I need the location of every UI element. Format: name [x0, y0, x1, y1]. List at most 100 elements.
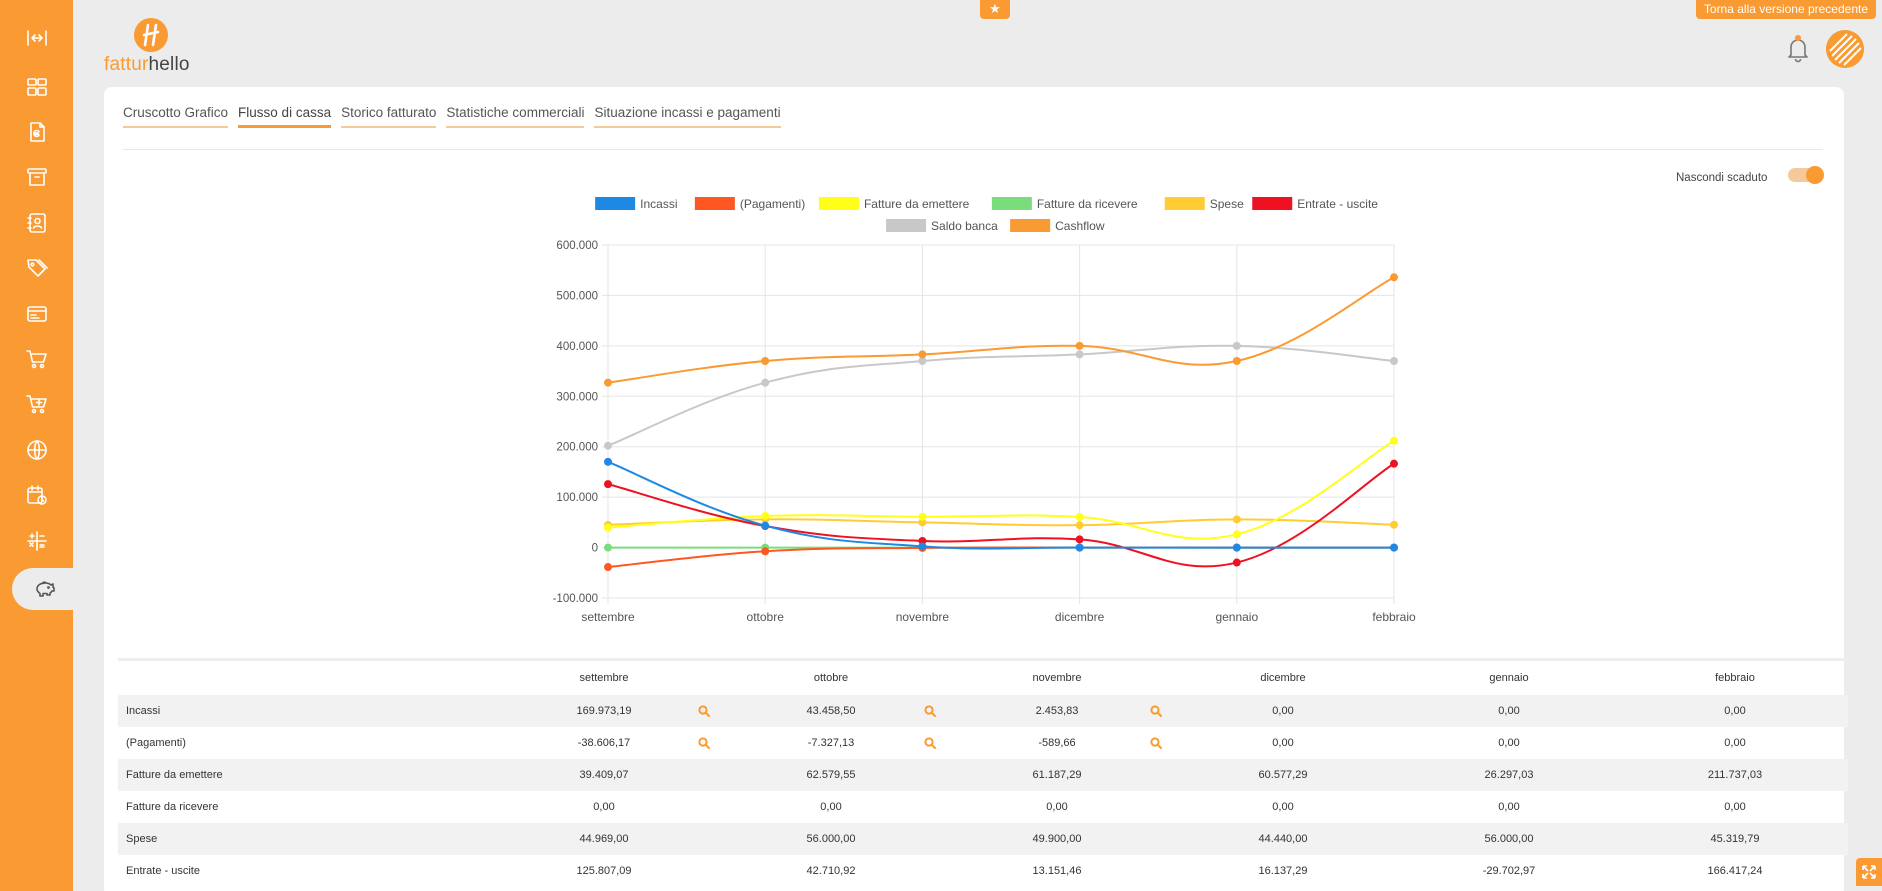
search-icon[interactable] — [922, 727, 938, 759]
tab-storico-fatturato[interactable]: Storico fatturato — [341, 105, 437, 128]
table-cell: 61.187,29 — [1032, 769, 1082, 781]
legend-swatch — [1164, 197, 1205, 210]
legend-swatch — [1252, 197, 1293, 210]
table-cell: 2.453,83 — [1035, 705, 1079, 717]
data-point-incassi — [1232, 543, 1241, 552]
search-icon[interactable] — [696, 727, 712, 759]
hide-overdue-label: Nascondi scaduto — [1676, 172, 1768, 184]
legend-swatch — [886, 219, 927, 232]
search-icon[interactable] — [922, 695, 938, 727]
table-cell: 45.319,79 — [1710, 833, 1760, 845]
data-point-fatture-da-emettere — [918, 512, 927, 521]
column-header: febbraio — [1715, 672, 1755, 684]
legend-label: Incassi — [640, 197, 677, 211]
table-row: Fatture da emettere 39.409,07 62.579,55 61.… — [118, 759, 1848, 791]
calculator-icon[interactable] — [0, 521, 73, 561]
tab-cruscotto-grafico[interactable]: Cruscotto Grafico — [123, 105, 229, 128]
data-point-saldo-banca — [1390, 356, 1398, 365]
data-point-fatture-da-emettere — [1075, 513, 1084, 522]
legend-swatch — [595, 197, 636, 210]
table-cell: 0,00 — [1498, 705, 1520, 717]
table-cell: 16.137,29 — [1258, 865, 1308, 877]
tabs-divider — [123, 149, 1823, 150]
table-cell: 44.440,00 — [1258, 833, 1308, 845]
data-point-pagamenti — [761, 547, 770, 556]
legend-label: (Pagamenti) — [740, 197, 805, 211]
table-cell: 49.900,00 — [1032, 833, 1082, 845]
globe-icon[interactable] — [0, 430, 73, 470]
previous-version-button[interactable]: Torna alla versione precedente — [1695, 0, 1876, 19]
table-cell: 0,00 — [1724, 705, 1746, 717]
table-row: Entrate - uscite 125.807,09 42.710,92 13.15… — [118, 855, 1848, 887]
table-cell: 0,00 — [1272, 705, 1294, 717]
card-icon[interactable] — [0, 294, 73, 334]
data-point-fatture-da-emettere — [761, 512, 770, 521]
tab-statistiche-commerciali[interactable]: Statistiche commerciali — [446, 105, 585, 128]
legend-swatch — [694, 197, 735, 210]
y-tick-label: 500.000 — [556, 290, 598, 302]
favorite-star-icon[interactable]: ★ — [980, 0, 1010, 19]
logo-text: fatturhello — [104, 54, 190, 76]
invoice-euro-icon[interactable] — [0, 112, 73, 152]
data-point-cashflow — [1232, 356, 1241, 365]
hide-overdue-toggle[interactable] — [1788, 166, 1824, 184]
table-cell: 62.579,55 — [806, 769, 856, 781]
user-avatar[interactable] — [1826, 30, 1864, 68]
search-icon[interactable] — [696, 695, 712, 727]
row-label: Fatture da emettere — [126, 769, 223, 781]
data-point-incassi — [761, 521, 770, 530]
expand-icon[interactable] — [0, 18, 73, 58]
table-cell: 166.417,24 — [1707, 865, 1763, 877]
data-point-spese — [1075, 521, 1084, 530]
data-point-pagamenti — [604, 563, 612, 572]
data-point-cashflow — [1390, 273, 1398, 282]
column-header: dicembre — [1260, 672, 1306, 684]
data-point-cashflow — [1075, 341, 1084, 350]
data-point-saldo-banca — [604, 441, 612, 450]
data-point-entrate-uscite — [1232, 558, 1241, 567]
table-cell: -7.327,13 — [807, 737, 855, 749]
legend-label: Fatture da emettere — [864, 197, 970, 211]
table-cell: 56.000,00 — [806, 833, 856, 845]
legend-swatch — [1010, 219, 1051, 232]
row-label: (Pagamenti) — [126, 737, 186, 749]
piggy-bank-icon[interactable] — [12, 568, 73, 610]
legend-swatch — [991, 197, 1032, 210]
data-point-fatture-da-emettere — [1232, 530, 1241, 539]
column-header: settembre — [579, 672, 629, 684]
table-cell: 26.297,03 — [1484, 769, 1534, 781]
table-cell: 0,00 — [1724, 801, 1746, 813]
calendar-clock-icon[interactable] — [0, 475, 73, 515]
search-icon[interactable] — [1148, 727, 1164, 759]
legend-label: Fatture da ricevere — [1037, 197, 1138, 211]
row-label: Incassi — [126, 705, 161, 717]
table-cell: 43.458,50 — [806, 705, 856, 717]
tags-icon[interactable] — [0, 248, 73, 288]
cart-add-icon[interactable] — [0, 384, 73, 424]
tab-situazione-incassi-pagamenti[interactable]: Situazione incassi e pagamenti — [594, 105, 781, 128]
data-point-incassi — [918, 542, 927, 551]
data-point-saldo-banca — [761, 378, 770, 387]
archive-icon[interactable] — [0, 157, 73, 197]
table-cell: 0,00 — [1724, 737, 1746, 749]
table-cell: 0,00 — [593, 801, 615, 813]
notifications-bell-icon[interactable] — [1784, 34, 1812, 64]
row-label: Spese — [126, 833, 158, 845]
y-tick-label: 200.000 — [556, 442, 598, 454]
data-point-incassi — [1390, 543, 1398, 552]
fullscreen-icon[interactable] — [1856, 858, 1882, 886]
contacts-icon[interactable] — [0, 203, 73, 243]
data-point-cashflow — [761, 356, 770, 365]
cashflow-table: settembre ottobre novembre dicembre gennaio f… — [118, 658, 1848, 887]
table-row: (Pagamenti) -38.606,17 -7.327,13 -589,66 0,0… — [118, 727, 1848, 759]
logo[interactable]: fatturhello — [104, 18, 214, 76]
dashboard-icon[interactable] — [0, 67, 73, 107]
table-cell: 44.969,00 — [579, 833, 629, 845]
cart-icon[interactable] — [0, 339, 73, 379]
toggle-knob — [1806, 166, 1824, 184]
search-icon[interactable] — [1148, 695, 1164, 727]
tab-flusso-di-cassa[interactable]: Flusso di cassa — [238, 105, 332, 128]
logo-mark — [134, 18, 168, 52]
y-tick-label: 100.000 — [556, 492, 598, 504]
data-point-fatture-da-emettere — [1390, 436, 1398, 445]
